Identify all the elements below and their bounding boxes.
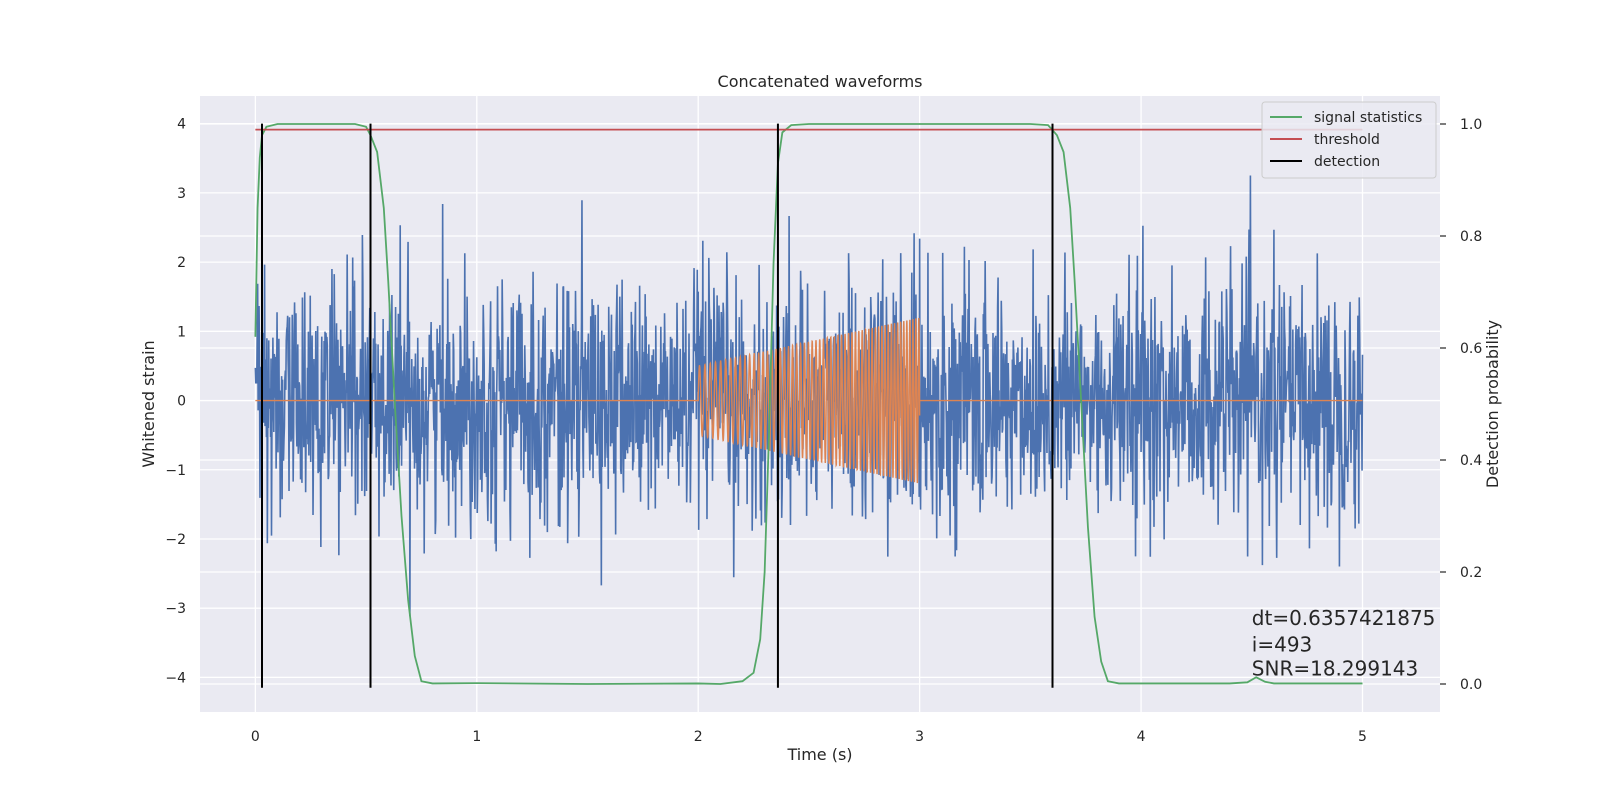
legend: signal statistics threshold detection (1261, 101, 1437, 179)
series-injected-waveform (255, 317, 1363, 484)
legend-frame (1261, 101, 1437, 179)
y-tick-label: −2 (165, 532, 186, 548)
y2-tick-label: 0.8 (1460, 229, 1482, 245)
series-signal-statistics (254, 123, 1363, 685)
y-tick-label: 2 (177, 255, 186, 271)
annotation-text: i=493 (1252, 633, 1313, 657)
series-layer (254, 123, 1364, 688)
chart-title: Concatenated waveforms (718, 72, 923, 91)
legend-label: detection (1314, 154, 1380, 170)
x-tick-label: 0 (251, 729, 260, 745)
annotation-text: SNR=18.299143 (1252, 657, 1418, 681)
x-axis-label: Time (s) (786, 745, 852, 764)
x-tick-label: 4 (1137, 729, 1146, 745)
y-tick-label: 3 (177, 186, 186, 202)
y-axis-label: Whitened strain (139, 340, 158, 467)
legend-label: threshold (1314, 132, 1380, 148)
y2-tick-label: 0.6 (1460, 341, 1482, 357)
y2-tick-label: 0.4 (1460, 453, 1482, 469)
y-tick-label: 4 (177, 117, 186, 133)
y2-tick-label: 0.2 (1460, 565, 1482, 581)
y-tick-label: −3 (165, 601, 186, 617)
y-tick-label: −1 (165, 463, 186, 479)
y-tick-label: 1 (177, 324, 186, 340)
x-tick-label: 5 (1358, 729, 1367, 745)
right-axis-ticks: 0.0 0.2 0.4 0.6 0.8 1.0 (1440, 117, 1482, 693)
left-axis-ticks: −4 −3 −2 −1 0 1 2 3 4 (165, 117, 186, 687)
legend-label: signal statistics (1314, 110, 1422, 126)
y-tick-label: −4 (165, 670, 186, 686)
x-tick-label: 2 (694, 729, 703, 745)
y2-tick-label: 1.0 (1460, 117, 1482, 133)
x-tick-label: 3 (915, 729, 924, 745)
x-tick-label: 1 (472, 729, 481, 745)
y2-tick-label: 0.0 (1460, 677, 1482, 693)
y2-axis-label: Detection probability (1483, 320, 1502, 488)
y-tick-label: 0 (177, 394, 186, 410)
annotation-text: dt=0.6357421875 (1252, 606, 1436, 630)
x-axis-ticks: 0 1 2 3 4 5 (251, 729, 1367, 745)
